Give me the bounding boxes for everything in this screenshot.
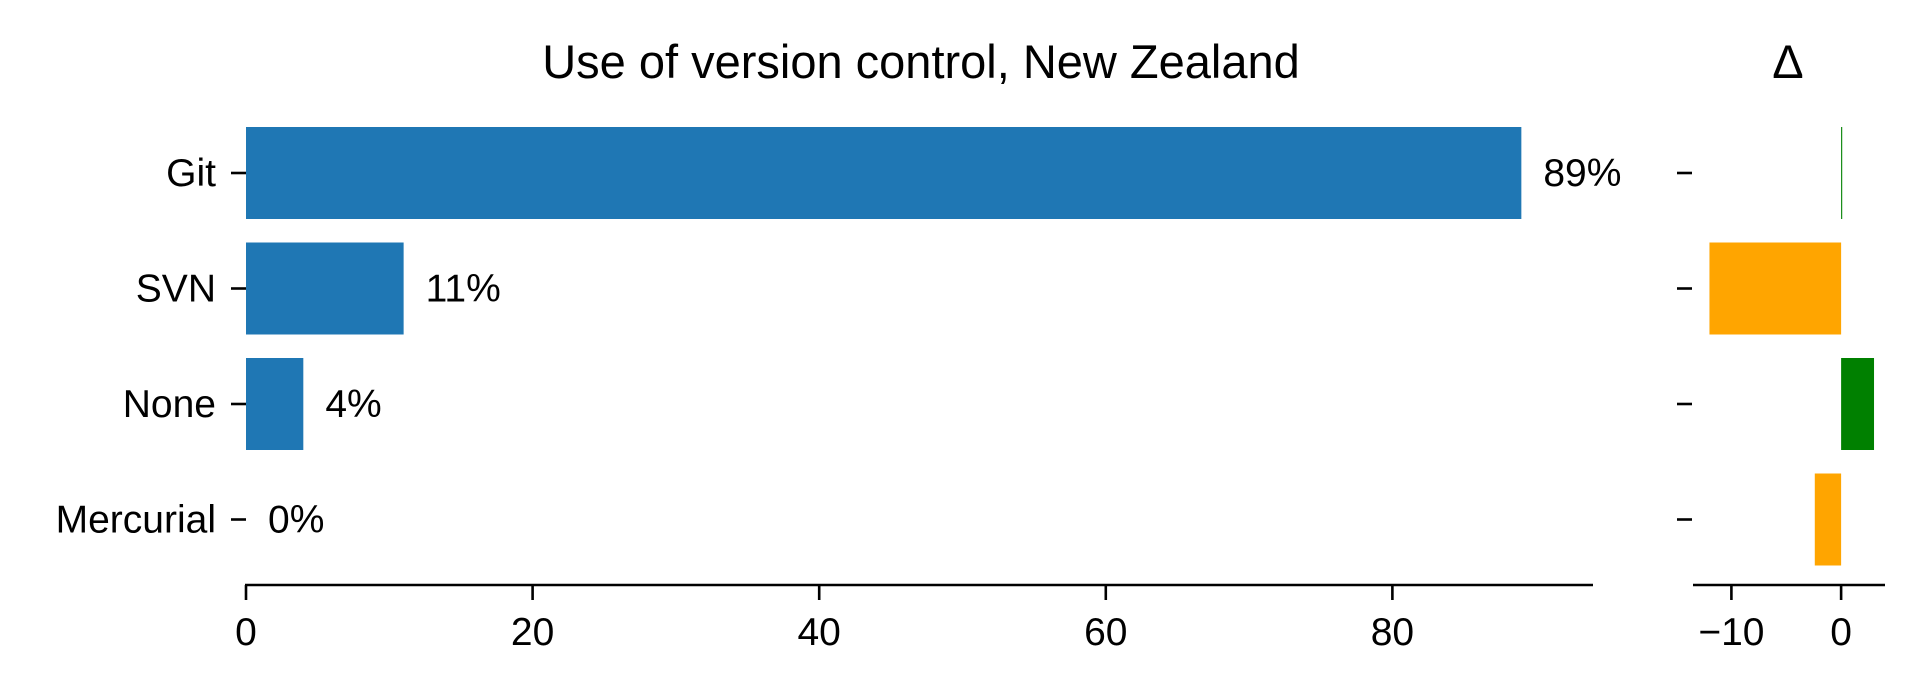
x-tick-label-20: 20 xyxy=(511,611,554,654)
delta-x-tick-label-1: 0 xyxy=(1830,611,1852,654)
category-label-svn: SVN xyxy=(136,268,216,311)
x-tick-label-0: 0 xyxy=(235,611,257,654)
x-tick-label-40: 40 xyxy=(797,611,840,654)
delta-bar-mercurial xyxy=(1814,473,1842,566)
data-label-svn: 11% xyxy=(426,268,501,311)
category-label-mercurial: Mercurial xyxy=(56,499,216,542)
delta-bar-panel: −10 0 xyxy=(1677,127,1885,654)
data-label-mercurial: 0% xyxy=(268,499,324,542)
category-label-git: Git xyxy=(166,152,216,195)
main-chart-title: Use of version control, New Zealand xyxy=(542,35,1300,88)
data-label-git: 89% xyxy=(1543,152,1621,195)
delta-x-tick-label-0: −10 xyxy=(1698,611,1764,654)
bar-none xyxy=(246,358,304,450)
delta-bar-svn xyxy=(1709,242,1842,335)
bar-git xyxy=(246,127,1522,219)
x-tick-label-60: 60 xyxy=(1084,611,1127,654)
bar-svn xyxy=(246,242,404,335)
delta-chart-title: Δ xyxy=(1772,35,1803,88)
data-label-none: 4% xyxy=(325,383,381,426)
main-bar-panel: Git 89% SVN 11% None 4% Mercurial 0% 0 20 40 60 80 xyxy=(56,127,1621,654)
delta-bar-git xyxy=(1841,127,1843,219)
category-label-none: None xyxy=(123,383,216,426)
delta-bar-none xyxy=(1841,358,1875,450)
x-tick-label-80: 80 xyxy=(1371,611,1414,654)
